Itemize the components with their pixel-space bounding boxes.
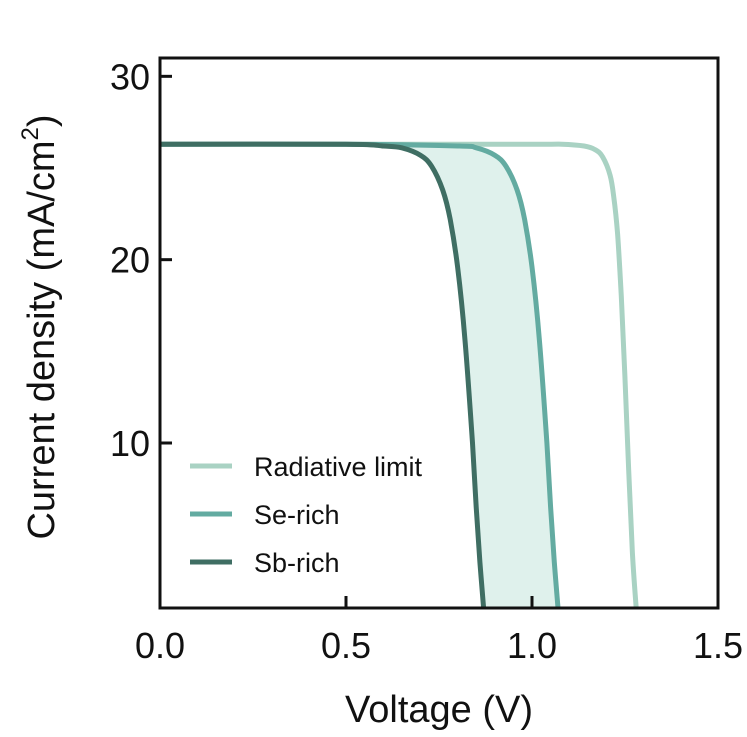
legend: Radiative limit Se-rich Sb-rich xyxy=(190,452,423,578)
series-line-sb-rich xyxy=(160,141,487,608)
legend-label-radiative-limit: Radiative limit xyxy=(254,452,423,482)
x-tick-label: 1.0 xyxy=(507,625,557,666)
shaded-band xyxy=(160,144,558,608)
x-tick-label: 0.0 xyxy=(135,625,185,666)
x-tick-label: 1.5 xyxy=(693,625,743,666)
axis-ticks: 0.0 0.5 1.0 1.5 10 20 30 xyxy=(110,56,743,666)
legend-label-se-rich: Se-rich xyxy=(254,500,340,530)
y-axis-label: Current density (mA/cm2) xyxy=(17,114,63,539)
y-axis-label-close: ) xyxy=(21,114,63,127)
y-tick-label: 10 xyxy=(110,423,150,464)
series-line-se-rich xyxy=(160,141,561,608)
series-line-radiative-limit xyxy=(160,141,639,608)
shaded-region xyxy=(160,144,558,608)
y-axis-label-main: Current density (mA/cm xyxy=(21,140,63,539)
y-tick-label: 20 xyxy=(110,240,150,281)
x-tick-label: 0.5 xyxy=(321,625,371,666)
y-tick-label: 30 xyxy=(110,56,150,97)
legend-label-sb-rich: Sb-rich xyxy=(254,548,340,578)
y-axis-label-superscript: 2 xyxy=(17,127,44,140)
plot-frame xyxy=(158,56,720,610)
series-lines xyxy=(160,141,639,608)
x-axis-label: Voltage (V) xyxy=(345,689,533,731)
